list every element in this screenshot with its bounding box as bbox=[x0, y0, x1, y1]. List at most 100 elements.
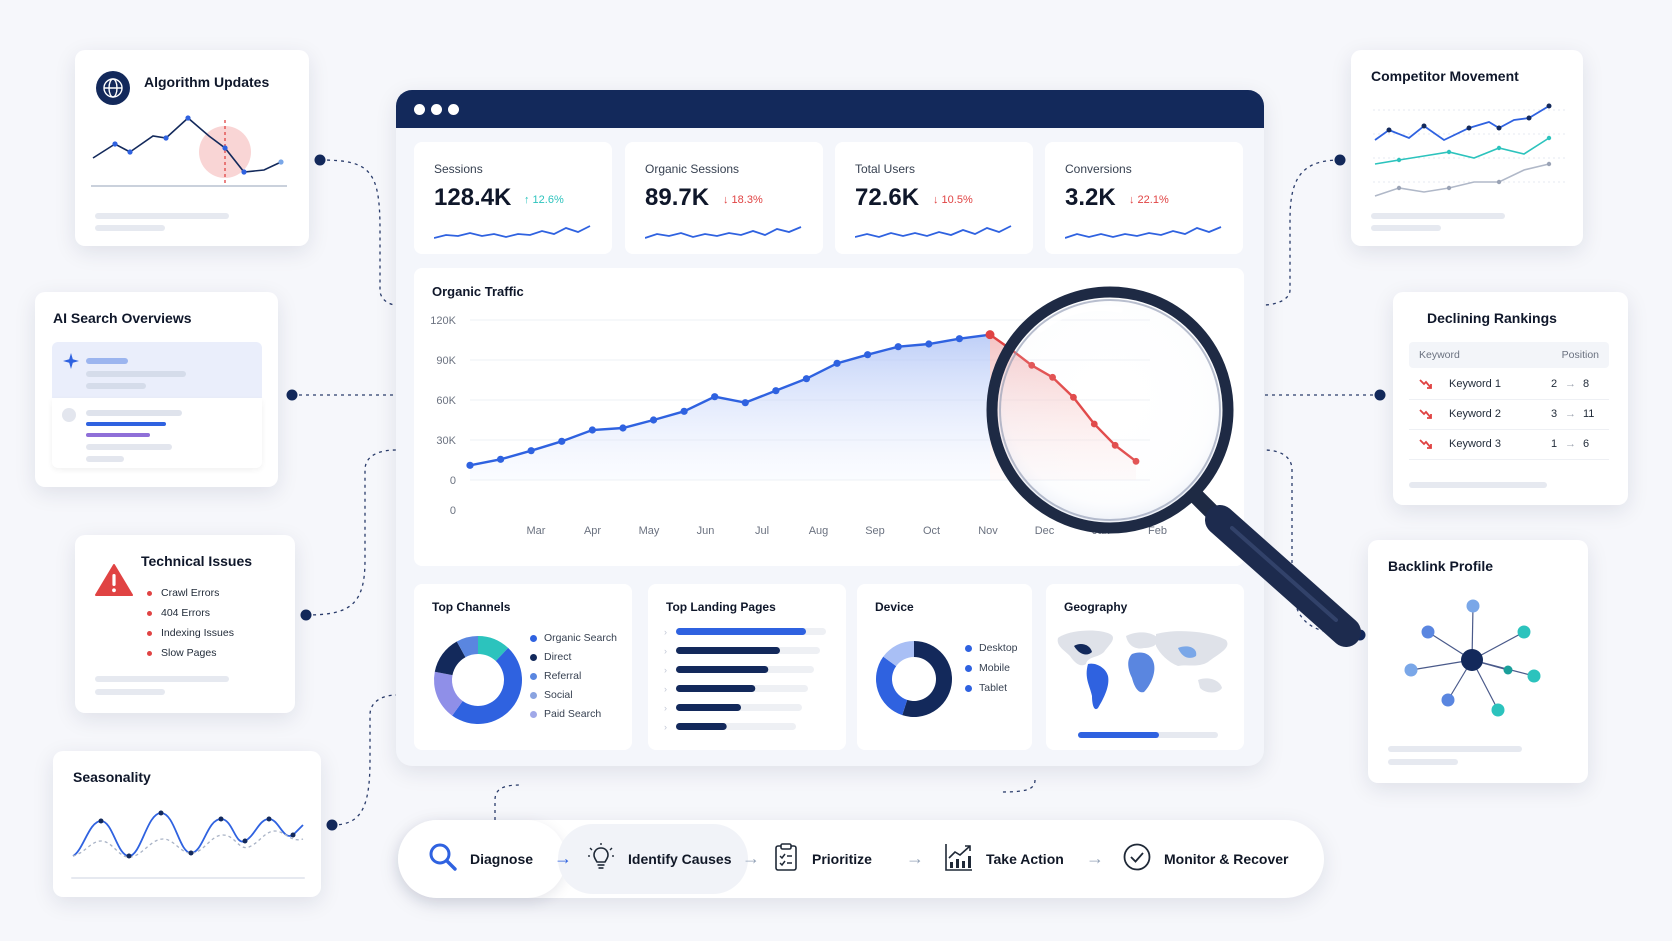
traffic-point bbox=[588, 426, 596, 434]
traffic-point bbox=[496, 455, 505, 463]
workflow-step-label: Identify Causes bbox=[628, 851, 732, 867]
organic-traffic-title: Organic Traffic bbox=[432, 284, 524, 299]
technical-issue-item[interactable]: 404 Errors bbox=[147, 607, 210, 619]
clipboard-icon bbox=[772, 842, 800, 877]
top-landing-pages-bars: › › › › › › bbox=[664, 627, 826, 732]
traffic-point bbox=[925, 340, 933, 348]
legend-dot bbox=[530, 711, 537, 718]
geography-progress-fill bbox=[1078, 732, 1160, 738]
window-titlebar bbox=[396, 90, 1264, 128]
kpi-sparkline bbox=[434, 225, 591, 239]
ranking-row[interactable]: Keyword 3 1 → 6 bbox=[1409, 430, 1609, 460]
y-tick-label: 30K bbox=[436, 435, 456, 447]
landing-page-bar bbox=[676, 704, 741, 711]
globe-icon bbox=[95, 70, 131, 111]
device-panel[interactable]: Device Desktop Mobile Tablet bbox=[857, 584, 1032, 750]
kpi-label: Organic Sessions bbox=[645, 162, 740, 176]
rankings-header: Keyword Position bbox=[1409, 342, 1609, 368]
ranking-from: 1 bbox=[1551, 438, 1558, 450]
x-tick-label: Nov bbox=[978, 525, 998, 537]
technical-issue-label: Indexing Issues bbox=[161, 627, 234, 639]
ai-overview-block bbox=[52, 342, 262, 398]
ranking-row[interactable]: Keyword 2 3 → 11 bbox=[1409, 400, 1609, 430]
legend-item: Desktop bbox=[965, 642, 1018, 654]
geography-progress-track bbox=[1078, 732, 1218, 738]
check-circle-icon bbox=[1122, 842, 1152, 877]
seasonality-title: Seasonality bbox=[73, 769, 151, 785]
workflow-active-step-bg bbox=[398, 820, 566, 898]
window-dot[interactable] bbox=[414, 104, 425, 115]
y-tick-label: 90K bbox=[436, 355, 456, 367]
workflow-step-prioritize[interactable]: Prioritize bbox=[772, 820, 872, 898]
workflow-step-identify-causes[interactable]: Identify Causes bbox=[586, 820, 731, 898]
donut-slice bbox=[452, 647, 523, 724]
backlink-profile-card[interactable]: Backlink Profile bbox=[1368, 540, 1588, 783]
legend-label: Mobile bbox=[979, 662, 1010, 674]
y-tick-label: 60K bbox=[436, 395, 456, 407]
top-landing-pages-title: Top Landing Pages bbox=[666, 600, 776, 614]
trending-down-icon bbox=[1419, 408, 1433, 423]
algorithm-updates-card[interactable]: Algorithm Updates bbox=[75, 50, 309, 246]
seasonality-card[interactable]: Seasonality bbox=[53, 751, 321, 897]
kpi-card-total-users[interactable]: Total Users 72.6K ↓ 10.5% bbox=[835, 142, 1033, 254]
algorithm-updates-title: Algorithm Updates bbox=[144, 74, 270, 90]
legend-item: Paid Search bbox=[530, 708, 601, 720]
geography-panel[interactable]: Geography bbox=[1046, 584, 1244, 750]
kpi-change: ↓ 18.3% bbox=[723, 194, 763, 206]
declining-rankings-title: Declining Rankings bbox=[1427, 310, 1557, 326]
kpi-label: Total Users bbox=[855, 162, 916, 176]
device-donut bbox=[876, 641, 952, 717]
traffic-point bbox=[802, 375, 811, 383]
x-tick-label: Oct bbox=[923, 525, 940, 537]
kpi-card-sessions[interactable]: Sessions 128.4K ↑ 12.6% bbox=[414, 142, 612, 254]
technical-issue-label: Crawl Errors bbox=[161, 587, 220, 599]
ranking-to: 6 bbox=[1583, 438, 1590, 450]
kpi-value: 128.4K bbox=[434, 184, 512, 211]
technical-issue-item[interactable]: Crawl Errors bbox=[147, 587, 219, 599]
backlink-network bbox=[1404, 599, 1541, 717]
top-channels-donut bbox=[434, 636, 523, 724]
traffic-point bbox=[955, 335, 964, 343]
ranking-row[interactable]: Keyword 1 2 → 8 bbox=[1409, 370, 1609, 400]
x-tick-label: Jul bbox=[755, 525, 769, 537]
traffic-point bbox=[741, 399, 749, 407]
workflow-step-label: Take Action bbox=[986, 851, 1064, 867]
chevron-right-icon: › bbox=[664, 646, 667, 656]
window-dot[interactable] bbox=[431, 104, 442, 115]
legend-dot bbox=[530, 654, 537, 661]
trending-down-icon bbox=[1419, 438, 1433, 453]
x-tick-label: Sep bbox=[865, 525, 885, 537]
algorithm-updates-chart bbox=[91, 115, 287, 187]
workflow-step-monitor-recover[interactable]: Monitor & Recover bbox=[1122, 820, 1288, 898]
legend-label: Direct bbox=[544, 651, 572, 663]
x-tick-label: Apr bbox=[584, 525, 601, 537]
workflow-step-label: Prioritize bbox=[812, 851, 872, 867]
ranking-keyword: Keyword 3 bbox=[1449, 438, 1501, 450]
kpi-sparkline bbox=[645, 226, 802, 239]
workflow-step-label: Diagnose bbox=[470, 851, 534, 867]
competitor-movement-card[interactable]: Competitor Movement bbox=[1351, 50, 1583, 246]
growth-chart-icon bbox=[944, 842, 974, 877]
technical-issue-item[interactable]: Slow Pages bbox=[147, 647, 216, 659]
technical-issues-title: Technical Issues bbox=[141, 553, 253, 569]
traffic-point bbox=[711, 393, 719, 401]
kpi-card-conversions[interactable]: Conversions 3.2K ↓ 22.1% bbox=[1045, 142, 1243, 254]
declining-rankings-card[interactable]: Declining Rankings Keyword Position Keyw… bbox=[1393, 292, 1628, 505]
arrow-right-icon: → bbox=[1086, 848, 1104, 868]
skeleton-line bbox=[1388, 759, 1458, 765]
ranking-from: 3 bbox=[1551, 408, 1558, 420]
legend-label: Organic Search bbox=[544, 632, 617, 644]
technical-issue-item[interactable]: Indexing Issues bbox=[147, 627, 234, 639]
donut-slice bbox=[434, 671, 463, 716]
legend-dot bbox=[965, 685, 972, 692]
ai-search-overviews-card[interactable]: AI Search Overviews bbox=[35, 292, 278, 487]
window-dot[interactable] bbox=[448, 104, 459, 115]
workflow-step-take-action[interactable]: Take Action bbox=[944, 820, 1064, 898]
technical-issues-card[interactable]: Technical Issues Crawl Errors 404 Errors I… bbox=[75, 535, 295, 713]
donut-slice bbox=[478, 636, 509, 662]
traffic-point bbox=[649, 416, 658, 424]
kpi-card-organic-sessions[interactable]: Organic Sessions 89.7K ↓ 18.3% bbox=[625, 142, 823, 254]
workflow-step-diagnose[interactable]: Diagnose bbox=[428, 820, 533, 898]
top-channels-panel[interactable]: Top Channels Organic Search Direct Referra… bbox=[414, 584, 632, 750]
top-landing-pages-panel[interactable]: Top Landing Pages › › › › › › bbox=[648, 584, 846, 750]
